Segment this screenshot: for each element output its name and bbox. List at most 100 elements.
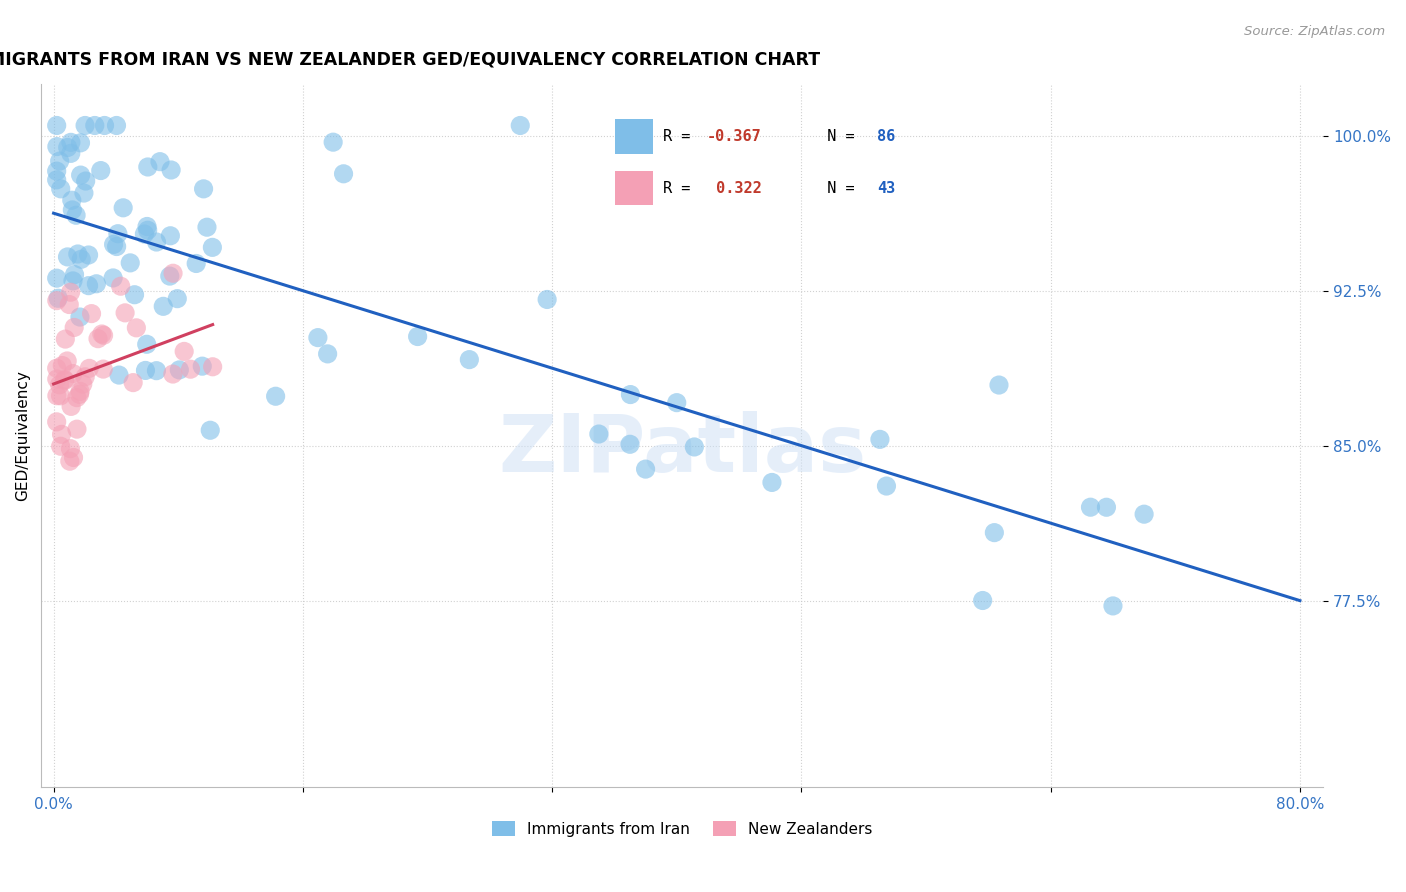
Point [162,367,184,381]
Point [108,368,131,382]
Point [59,136,82,150]
Y-axis label: GED/Equivalency: GED/Equivalency [15,370,30,501]
Point [101,271,124,285]
Point [983,525,1005,540]
Point [122,376,145,390]
Point [93,328,115,343]
Point [69,310,91,324]
Point [200,423,222,437]
Point [114,306,136,320]
Point [59,442,82,456]
Point [110,279,132,293]
Point [69,168,91,182]
Point [75,119,97,133]
Point [69,136,91,150]
Point [66,247,89,261]
Point [683,440,706,454]
Point [45,293,67,308]
Point [1133,507,1156,521]
Point [665,395,688,409]
Point [169,363,191,377]
Point [63,320,86,334]
Point [988,378,1011,392]
Point [45,372,67,386]
Point [53,332,76,346]
Point [45,415,67,429]
Point [58,297,80,311]
Point [62,274,84,288]
Point [51,359,73,373]
Text: Source: ZipAtlas.com: Source: ZipAtlas.com [1244,25,1385,38]
Point [90,326,112,341]
Point [45,173,67,187]
Point [134,363,156,377]
Point [180,362,202,376]
Point [45,389,67,403]
Point [69,387,91,401]
Point [536,293,558,307]
Point [56,250,79,264]
Point [149,154,172,169]
Point [75,174,97,188]
Point [105,119,128,133]
Point [134,227,156,241]
Point [65,208,87,222]
Point [107,227,129,241]
Point [1095,500,1118,515]
Point [135,337,157,351]
Legend: Immigrants from Iran, New Zealanders: Immigrants from Iran, New Zealanders [486,814,879,843]
Point [145,364,167,378]
Point [332,167,354,181]
Point [60,400,83,414]
Point [136,223,159,237]
Point [112,201,135,215]
Point [77,278,100,293]
Point [60,202,83,217]
Point [53,373,76,387]
Point [125,321,148,335]
Point [159,228,181,243]
Point [103,237,125,252]
Point [60,193,83,207]
Point [75,369,97,384]
Point [162,266,184,280]
Point [49,389,72,403]
Point [869,433,891,447]
Point [322,135,344,149]
Point [193,182,215,196]
Point [66,391,89,405]
Point [93,119,115,133]
Point [124,287,146,301]
Point [619,437,641,451]
Text: IMMIGRANTS FROM IRAN VS NEW ZEALANDER GED/EQUIVALENCY CORRELATION CHART: IMMIGRANTS FROM IRAN VS NEW ZEALANDER GE… [0,51,820,69]
Point [72,377,94,392]
Point [136,160,159,174]
Point [80,307,103,321]
Point [69,384,91,399]
Point [53,374,76,388]
Point [972,593,994,607]
Point [201,359,224,374]
Text: ZIPatlas: ZIPatlas [498,410,866,489]
Point [48,377,70,392]
Point [46,291,69,305]
Point [160,163,183,178]
Point [77,248,100,262]
Point [56,354,79,368]
Point [86,277,108,291]
Point [186,256,208,270]
Point [136,219,159,234]
Point [588,427,610,442]
Point [83,119,105,133]
Point [458,352,481,367]
Point [56,140,79,154]
Point [1102,599,1125,613]
Point [77,361,100,376]
Point [145,235,167,249]
Point [159,269,181,284]
Point [70,252,93,267]
Point [87,332,110,346]
Point [59,285,82,300]
Point [45,139,67,153]
Point [316,347,339,361]
